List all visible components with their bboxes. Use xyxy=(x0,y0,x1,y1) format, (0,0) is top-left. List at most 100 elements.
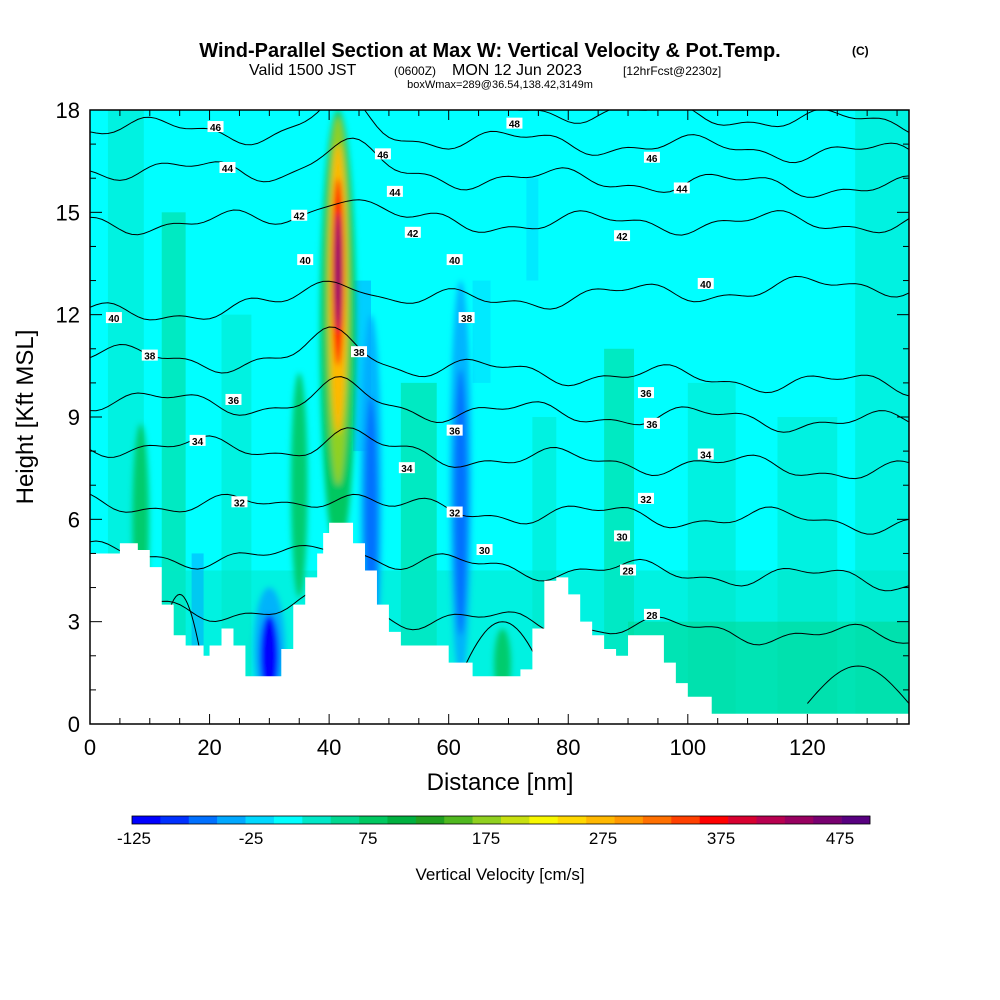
theta-contour xyxy=(90,493,909,535)
colorbar-swatch xyxy=(273,816,303,824)
y-tick-label: 15 xyxy=(56,200,80,225)
colorbar-swatch xyxy=(699,816,729,824)
contour-label-bg xyxy=(637,492,654,504)
contour-label: 28 xyxy=(622,567,634,578)
colorbar-tick-labels: -125 -25 75 175 275 375 475 xyxy=(117,829,854,848)
theta-contour xyxy=(90,199,909,236)
y-tick-label: 0 xyxy=(68,712,80,737)
contour-label-bg xyxy=(697,448,714,460)
colorbar-swatch xyxy=(501,816,530,824)
contour-label: 46 xyxy=(646,154,658,165)
contour-label: 44 xyxy=(222,164,234,175)
contour-label-bg xyxy=(231,496,248,508)
contour-label-bg xyxy=(404,226,421,238)
colorbar-tick-label: -125 xyxy=(117,829,151,848)
contour-label: 40 xyxy=(108,314,120,325)
x-tick-label: 120 xyxy=(789,735,826,760)
theta-contour xyxy=(90,427,909,480)
colorbar-tick-label: 275 xyxy=(589,829,617,848)
x-tick-label: 80 xyxy=(556,735,580,760)
theta-contours xyxy=(90,110,909,704)
contour-label: 42 xyxy=(294,212,306,223)
contour-label-bg xyxy=(506,117,523,129)
shading-patch xyxy=(526,178,539,281)
contour-label: 38 xyxy=(461,314,473,325)
colorbar-swatch xyxy=(444,816,473,824)
colorbar-swatch xyxy=(359,816,388,824)
x-axis-label: Distance [nm] xyxy=(427,769,574,796)
colorbar-swatch xyxy=(330,816,360,824)
contour-label-bg xyxy=(476,544,493,556)
contour-label-bg xyxy=(446,506,463,518)
contour-label-bg xyxy=(620,564,637,576)
colorbar-swatch xyxy=(642,816,672,824)
contour-label: 34 xyxy=(192,437,204,448)
colorbar xyxy=(131,815,871,825)
y-tick-label: 12 xyxy=(56,303,80,328)
x-tick-label: 100 xyxy=(669,735,706,760)
contour-label: 46 xyxy=(210,123,222,134)
colorbar-tick-label: 375 xyxy=(707,829,735,848)
colorbar-swatch xyxy=(132,816,161,824)
colorbar-swatch xyxy=(245,816,275,824)
contour-label-bg xyxy=(141,349,158,361)
contour-label-bg xyxy=(105,312,122,324)
contour-label-bg xyxy=(386,185,403,197)
forecast-info: [12hrFcst@2230z] xyxy=(623,64,721,78)
valid-utc: (0600Z) xyxy=(394,64,436,78)
contour-label: 40 xyxy=(300,256,312,267)
valid-time: Valid 1500 JST xyxy=(249,62,357,79)
contour-label-bg xyxy=(673,182,690,194)
downdraft-core xyxy=(454,369,468,636)
subtitle: Valid 1500 JST (0600Z) MON 12 Jun 2023 [… xyxy=(249,62,721,79)
colorbar-swatch xyxy=(160,816,190,824)
contour-label-bg xyxy=(614,530,631,542)
contour-label-bg xyxy=(458,312,475,324)
contour-label-bg xyxy=(643,417,660,429)
colorbar-swatch xyxy=(188,816,218,824)
y-tick-label: 6 xyxy=(68,507,80,532)
colorbar-tick-label: 75 xyxy=(359,829,378,848)
colorbar-swatch xyxy=(302,816,331,824)
contour-labels: 46 48 46 46 44 44 44 42 42 42 40 40 40 40 38 38 38 36 36 36… xyxy=(105,117,714,622)
copyright-mark: (C) xyxy=(852,44,869,58)
updraft-core xyxy=(290,372,308,598)
colorbar-swatch xyxy=(728,816,757,824)
contour-label: 32 xyxy=(449,509,461,520)
x-tick-label: 20 xyxy=(197,735,221,760)
contour-label: 36 xyxy=(228,396,240,407)
contour-label-bg xyxy=(351,346,368,358)
contour-label-bg xyxy=(225,393,242,405)
contour-label: 40 xyxy=(449,256,461,267)
y-axis-label: Height [Kft MSL] xyxy=(12,330,39,505)
downdraft-core xyxy=(260,614,279,697)
colorbar-frame xyxy=(131,815,871,825)
plot-area: 46 48 46 46 44 44 44 42 42 42 40 40 40 40 38 38 38 36 36 36… xyxy=(90,110,909,724)
colorbar-swatch xyxy=(529,816,559,824)
y-tick-label: 9 xyxy=(68,405,80,430)
y-tick-label: 18 xyxy=(56,98,80,123)
theta-contour xyxy=(90,589,909,646)
theta-contour xyxy=(90,326,909,397)
x-axis-ticks: 0 20 40 60 80 100 120 xyxy=(84,110,898,760)
contour-label-bg xyxy=(189,434,206,446)
contour-label: 48 xyxy=(509,120,521,131)
theta-contour xyxy=(807,665,909,704)
valid-date: MON 12 Jun 2023 xyxy=(452,62,582,79)
colorbar-tick-label: 475 xyxy=(826,829,854,848)
contour-label: 38 xyxy=(144,352,156,363)
contour-label-bg xyxy=(637,387,654,399)
contour-label: 28 xyxy=(646,611,658,622)
terrain-mask xyxy=(90,522,909,724)
contour-label: 44 xyxy=(676,184,688,195)
y-tick-label: 3 xyxy=(68,610,80,635)
colorbar-swatch xyxy=(841,816,871,824)
colorbar-swatch xyxy=(557,816,587,824)
contour-label-bg xyxy=(219,161,236,173)
theta-contour xyxy=(90,376,909,433)
contour-label-bg xyxy=(291,209,308,221)
colorbar-swatch xyxy=(472,816,502,824)
colorbar-swatch xyxy=(813,816,842,824)
